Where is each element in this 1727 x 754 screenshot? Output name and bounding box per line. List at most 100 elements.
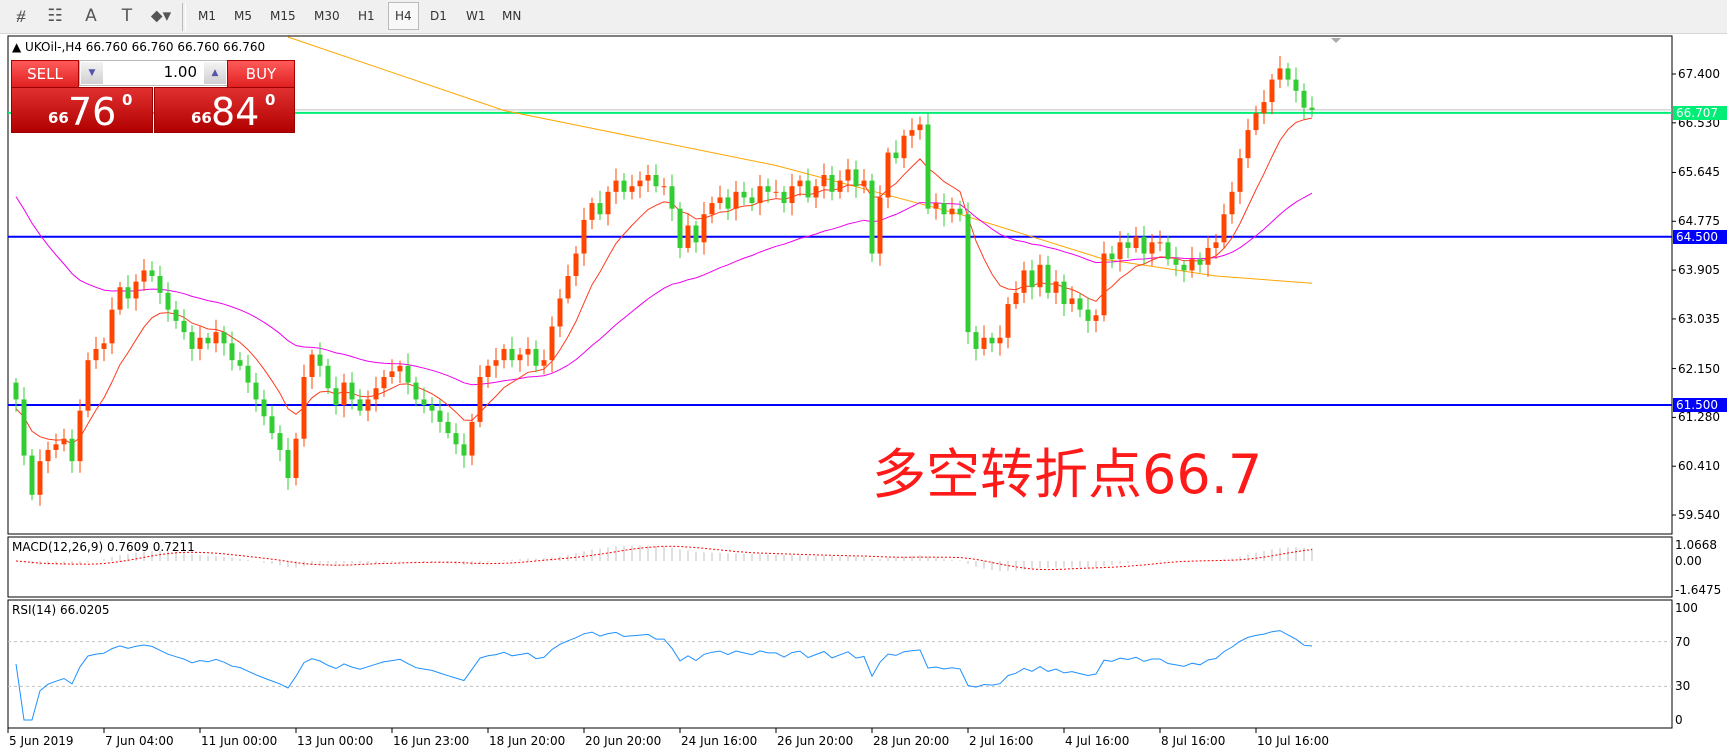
candle-bullish bbox=[845, 169, 851, 181]
candle-bullish bbox=[901, 135, 907, 159]
rsi-line bbox=[15, 630, 1313, 721]
candle-bullish bbox=[1005, 304, 1011, 338]
candle-bearish bbox=[597, 203, 603, 215]
sell-price-button[interactable]: 66 76 0 bbox=[11, 87, 153, 133]
lot-decrease-button[interactable]: ▼ bbox=[81, 62, 103, 84]
candle-bullish bbox=[37, 461, 43, 495]
candle-bullish bbox=[493, 360, 499, 366]
candle-bullish bbox=[797, 180, 803, 187]
arrows-dropdown-icon[interactable]: ⬥▾ bbox=[150, 6, 172, 26]
candle-bearish bbox=[165, 292, 171, 310]
lot-increase-button[interactable]: ▲ bbox=[204, 62, 226, 84]
date-axis-label: 28 Jun 20:00 bbox=[873, 734, 950, 748]
candle-bullish bbox=[877, 197, 883, 254]
candle-bearish bbox=[741, 191, 747, 198]
one-click-trade-panel: SELL ▼ 1.00 ▲ BUY 66 76 0 66 84 0 bbox=[11, 60, 295, 133]
candle-bearish bbox=[989, 337, 995, 344]
candle-bullish bbox=[933, 203, 939, 209]
candle-bearish bbox=[269, 416, 275, 434]
candle-bearish bbox=[1061, 281, 1067, 305]
candle-bearish bbox=[29, 455, 35, 495]
candle-bearish bbox=[1173, 259, 1179, 265]
candle-bullish bbox=[565, 275, 571, 299]
timeframe-m1[interactable]: M1 bbox=[198, 9, 216, 23]
candle-bullish bbox=[525, 348, 531, 355]
timeframe-m30[interactable]: M30 bbox=[314, 9, 340, 23]
candle-bullish bbox=[1237, 158, 1243, 192]
rsi-axis-label: 30 bbox=[1675, 679, 1691, 694]
rsi-panel bbox=[7, 599, 1673, 729]
level-price-tag: 64.500 bbox=[1673, 229, 1727, 244]
toolbar-separator bbox=[182, 3, 186, 31]
timeframe-m5[interactable]: M5 bbox=[234, 9, 252, 23]
candle-bullish bbox=[581, 219, 587, 254]
timeframe-h1[interactable]: H1 bbox=[358, 9, 375, 23]
candle-bullish bbox=[1149, 242, 1155, 254]
candle-bearish bbox=[405, 365, 411, 383]
date-axis-label: 24 Jun 16:00 bbox=[681, 734, 758, 748]
candle-bullish bbox=[645, 174, 651, 181]
candle-bearish bbox=[1285, 68, 1291, 80]
sell-price-prefix: 66 bbox=[48, 109, 69, 127]
candle-bearish bbox=[421, 399, 427, 406]
macd-panel bbox=[7, 536, 1673, 598]
candle-bearish bbox=[1165, 242, 1171, 260]
rsi-axis-label: 70 bbox=[1675, 634, 1691, 649]
sell-price-fraction: 0 bbox=[122, 91, 133, 109]
candle-bearish bbox=[21, 399, 27, 456]
candle-bullish bbox=[53, 444, 59, 450]
date-axis-label: 18 Jun 20:00 bbox=[489, 734, 566, 748]
candle-bearish bbox=[677, 208, 683, 248]
timeframe-m15[interactable]: M15 bbox=[270, 9, 296, 23]
candle-bearish bbox=[285, 449, 291, 478]
candle-bullish bbox=[1157, 242, 1163, 244]
buy-price-fraction: 0 bbox=[265, 91, 276, 109]
candle-bullish bbox=[477, 376, 483, 422]
candle-bullish bbox=[837, 180, 843, 192]
date-axis-label: 20 Jun 20:00 bbox=[585, 734, 662, 748]
timeframe-mn[interactable]: MN bbox=[502, 9, 522, 23]
candle-bearish bbox=[893, 152, 899, 159]
candle-bullish bbox=[1229, 191, 1235, 215]
price-axis-label: 65.645 bbox=[1678, 165, 1720, 180]
candle-bearish bbox=[781, 191, 787, 204]
timeframe-w1[interactable]: W1 bbox=[466, 9, 486, 23]
timeframe-d1[interactable]: D1 bbox=[430, 9, 447, 23]
candle-bearish bbox=[125, 287, 131, 299]
fibonacci-expansion-icon[interactable]: ⧣ bbox=[16, 6, 26, 26]
fibonacci-fan-icon[interactable]: ☷ bbox=[47, 6, 63, 26]
candle-bearish bbox=[253, 382, 259, 400]
candle-bullish bbox=[1101, 253, 1107, 316]
candle-bullish bbox=[709, 203, 715, 215]
candle-bearish bbox=[317, 354, 323, 366]
candle-bearish bbox=[445, 421, 451, 434]
price-axis-label: 61.280 bbox=[1678, 410, 1720, 425]
text-icon[interactable]: A bbox=[85, 6, 97, 26]
candle-bullish bbox=[301, 376, 307, 439]
candle-bearish bbox=[653, 174, 659, 187]
candle-bearish bbox=[1085, 309, 1091, 321]
candle-bearish bbox=[725, 197, 731, 209]
candle-bullish bbox=[389, 371, 395, 377]
sell-button[interactable]: SELL bbox=[11, 60, 79, 88]
price-axis-label: 64.775 bbox=[1678, 214, 1720, 229]
candle-bullish bbox=[501, 348, 507, 361]
buy-button[interactable]: BUY bbox=[227, 60, 295, 88]
candle-bullish bbox=[1253, 113, 1259, 131]
price-axis-label: 63.035 bbox=[1678, 311, 1720, 326]
lot-size-field[interactable]: ▼ 1.00 ▲ bbox=[79, 60, 228, 86]
candle-bullish bbox=[341, 382, 347, 406]
candle-bearish bbox=[413, 382, 419, 400]
candle-bullish bbox=[1037, 264, 1043, 288]
level-price-tag: 61.500 bbox=[1673, 398, 1727, 413]
candle-bullish bbox=[469, 421, 475, 456]
buy-price-button[interactable]: 66 84 0 bbox=[154, 87, 295, 133]
candle-bearish bbox=[189, 332, 195, 349]
timeframe-h4[interactable]: H4 bbox=[388, 2, 419, 30]
macd-label: MACD(12,26,9) 0.7609 0.7211 bbox=[12, 540, 195, 554]
candle-bullish bbox=[101, 343, 107, 349]
candle-bearish bbox=[1181, 264, 1187, 271]
lot-size-value[interactable]: 1.00 bbox=[163, 63, 197, 81]
text-label-icon[interactable]: T bbox=[121, 6, 133, 26]
